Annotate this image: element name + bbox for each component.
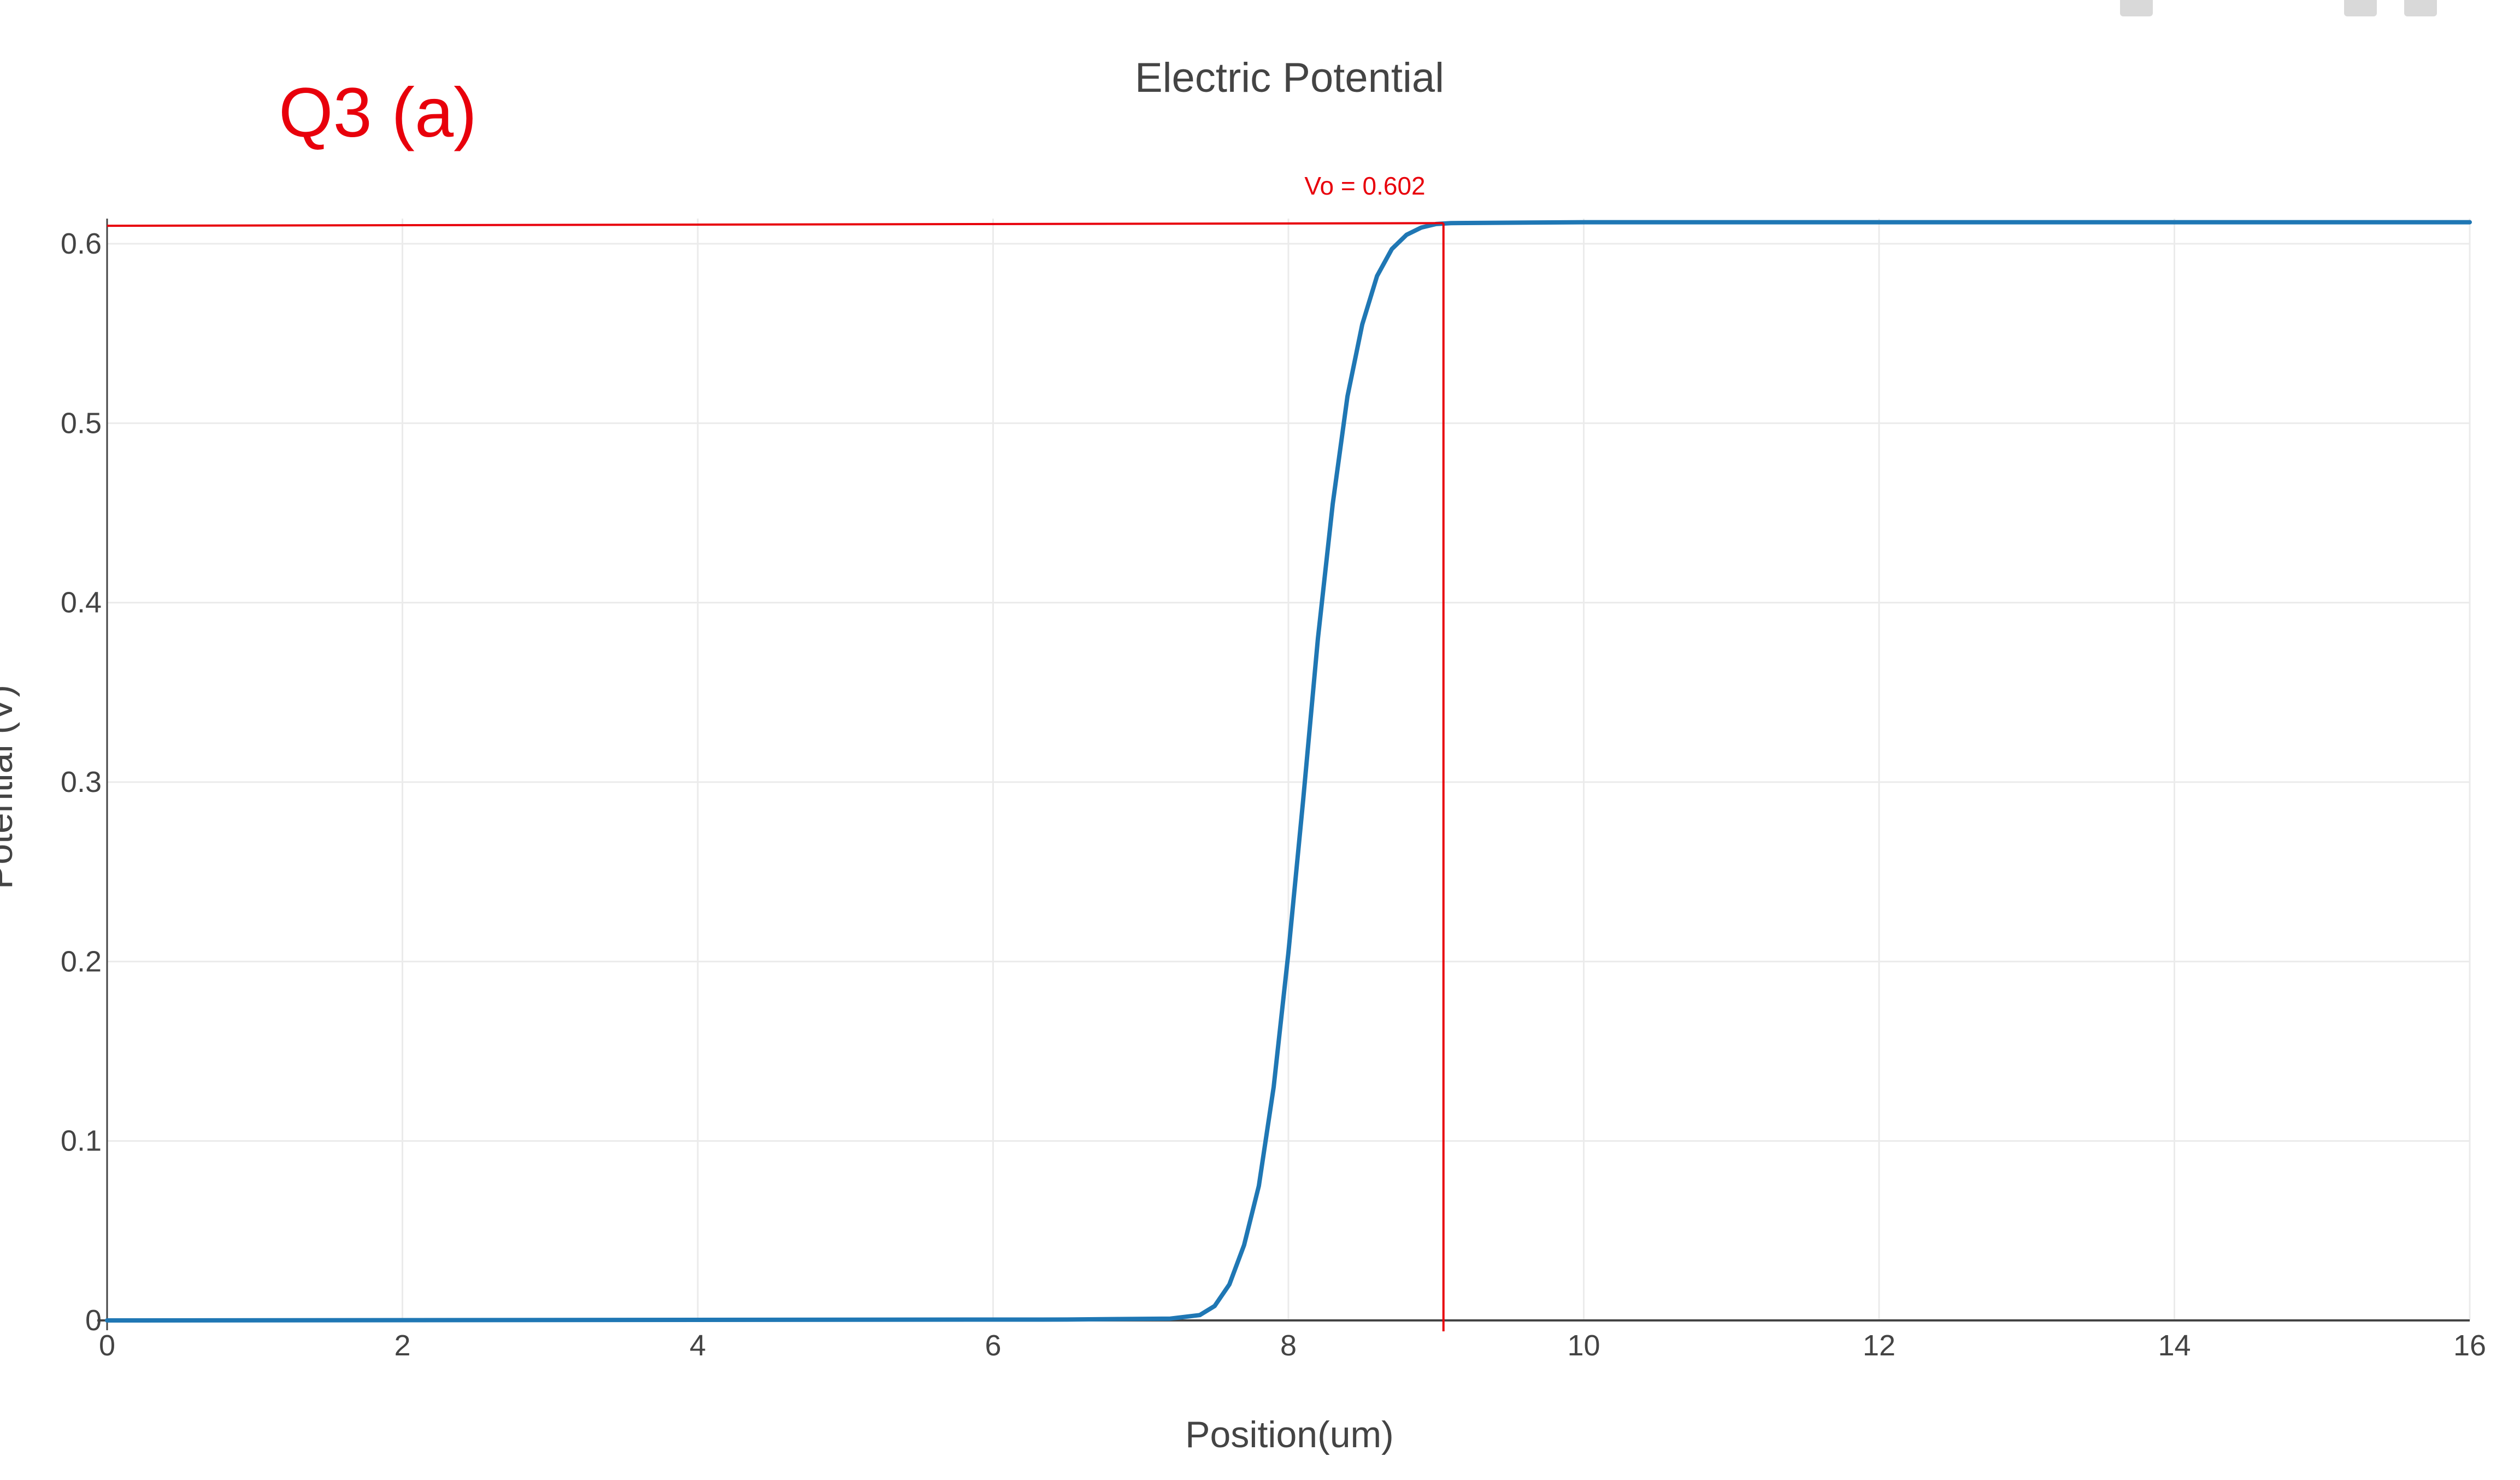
vo-annotation: Vo = 0.602 [1304,172,1425,200]
x-tick-label: 12 [1863,1329,1895,1362]
x-tick-labels: 0 2 4 6 8 10 12 14 16 [99,1329,2486,1362]
zoom-in-icon[interactable] [2344,0,2377,16]
x-axis-label: Position(um) [1185,1414,1394,1455]
y-tick-labels: 0 0.1 0.2 0.3 0.4 0.5 0.6 [61,227,102,1337]
y-tick-label: 0.6 [61,227,102,260]
reference-lines [107,222,1445,1331]
x-tick-label: 8 [1280,1329,1297,1362]
zoom-out-icon[interactable] [2404,0,2437,16]
x-tick-label: 16 [2453,1329,2486,1362]
x-tick-label: 6 [985,1329,1001,1362]
series-layer [105,220,2472,1323]
y-tick-label: 0.2 [61,945,102,978]
x-tick-label: 14 [2158,1329,2191,1362]
axes [97,219,2470,1330]
y-tick-label: 0 [85,1304,102,1337]
x-tick-label: 10 [1567,1329,1600,1362]
x-tick-label: 2 [394,1329,410,1362]
y-tick-label: 0.4 [61,586,102,619]
y-tick-label: 0.3 [61,766,102,798]
grid [107,219,2471,1320]
y-axis-label: Potential (V) [0,685,20,889]
camera-icon[interactable] [2120,0,2153,16]
x-tick-label: 0 [99,1329,115,1362]
potential-line [105,220,2472,1323]
y-tick-label: 0.1 [61,1125,102,1158]
y-tick-label: 0.5 [61,407,102,439]
modebar [2120,0,2503,16]
x-tick-label: 4 [690,1329,706,1362]
chart-title: Electric Potential [1135,55,1444,101]
question-label: Q3 (a) [279,74,477,152]
vo-horizontal-line [107,222,1444,227]
